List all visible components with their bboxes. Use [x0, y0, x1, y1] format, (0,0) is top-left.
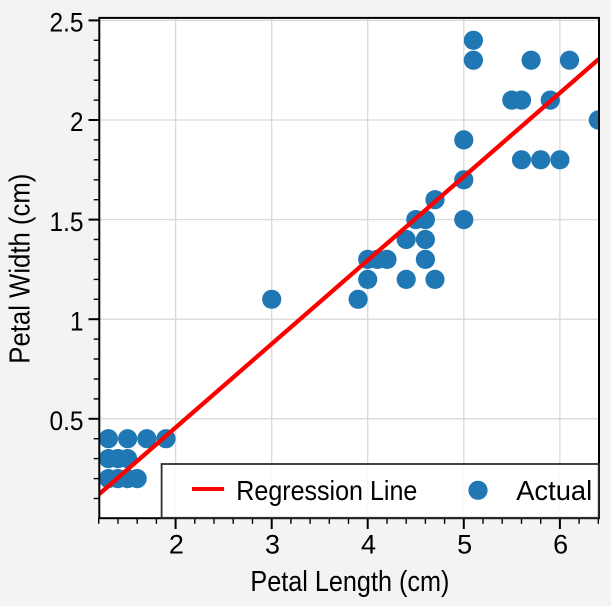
svg-text:4: 4 — [361, 530, 376, 560]
svg-text:2: 2 — [70, 107, 84, 137]
svg-text:Petal Length (cm): Petal Length (cm) — [250, 566, 449, 598]
svg-text:5: 5 — [457, 530, 472, 560]
svg-text:1: 1 — [70, 306, 84, 336]
svg-text:1.5: 1.5 — [50, 207, 84, 237]
svg-text:Regression Line: Regression Line — [236, 475, 417, 506]
svg-text:6: 6 — [553, 530, 568, 560]
svg-text:0.5: 0.5 — [50, 406, 84, 436]
svg-text:Actual: Actual — [516, 475, 592, 506]
svg-text:2.5: 2.5 — [50, 8, 84, 38]
svg-text:3: 3 — [265, 530, 280, 560]
svg-text:2: 2 — [169, 530, 184, 560]
svg-text:Petal Width (cm): Petal Width (cm) — [4, 174, 36, 364]
